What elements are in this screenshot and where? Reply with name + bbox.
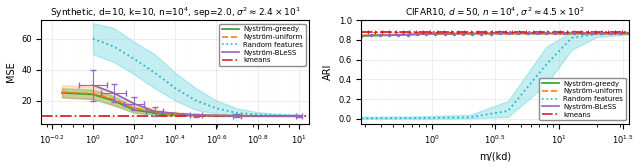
Title: Synthetic, d=10, k=10, n=$10^4$, sep=2.0, $\sigma^2 \approx 2.4 \times 10^1$: Synthetic, d=10, k=10, n=$10^4$, sep=2.0… (50, 6, 301, 20)
X-axis label: m/(kd): m/(kd) (479, 151, 511, 161)
Legend: Nyström-greedy, Nyström-uniform, Random features, Nyström-BLeSS, kmeans: Nyström-greedy, Nyström-uniform, Random … (540, 78, 625, 120)
Y-axis label: ARI: ARI (323, 64, 333, 80)
Title: CIFAR10, $d = 50$, $n = 10^4$, $\sigma^2 \approx 4.5 \times 10^2$: CIFAR10, $d = 50$, $n = 10^4$, $\sigma^2… (406, 6, 585, 19)
Y-axis label: MSE: MSE (6, 62, 15, 82)
Legend: Nyström-greedy, Nyström-uniform, Random features, Nyström-BLeSS, kmeans: Nyström-greedy, Nyström-uniform, Random … (220, 24, 305, 66)
